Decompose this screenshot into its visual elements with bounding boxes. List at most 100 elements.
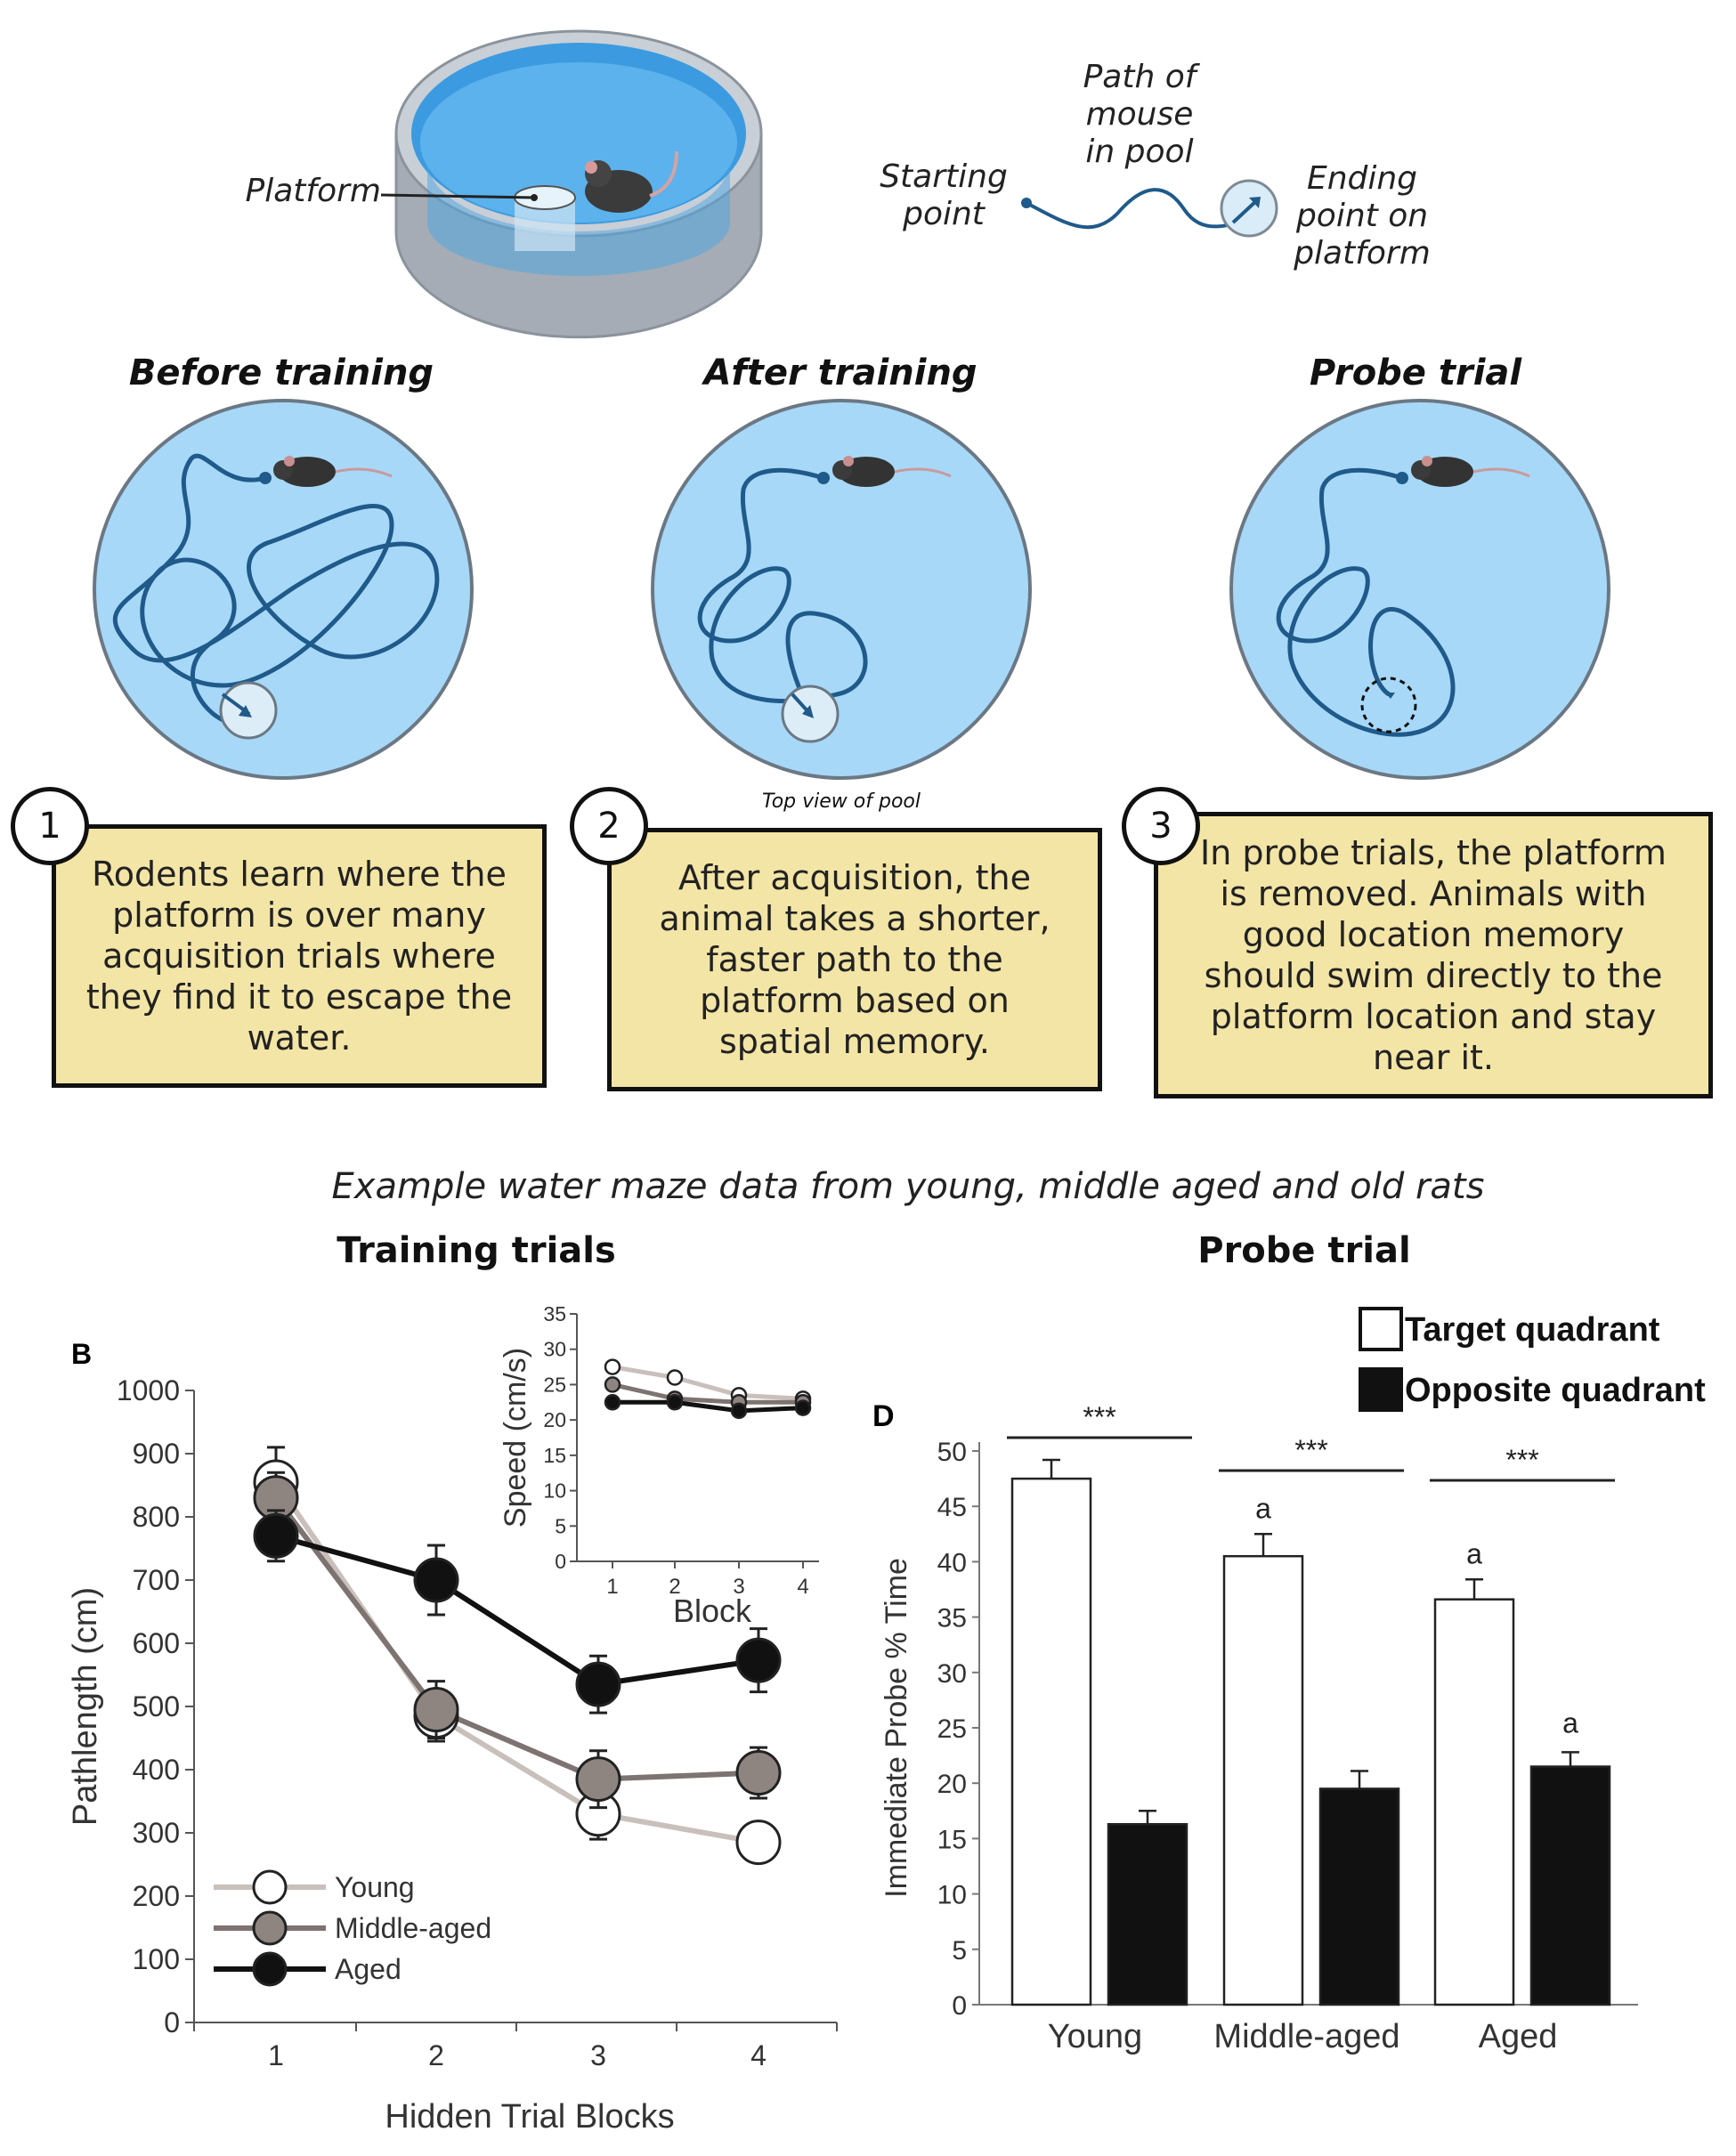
path-legend-diagram (1021, 179, 1278, 238)
data-point (735, 1637, 782, 1683)
start-label-line: point (903, 196, 985, 232)
inset-y-tick-label: 25 (543, 1373, 566, 1396)
y-tick-label: 10 (937, 1881, 967, 1910)
y-tick-label: 1000 (117, 1374, 180, 1406)
significance-label: *** (1294, 1434, 1327, 1466)
inset-y-axis-label: Speed (cm/s) (499, 1348, 532, 1528)
start-label-line: Starting (880, 158, 1008, 195)
path-label-line: Path of (1083, 59, 1197, 95)
x-tick-label: 3 (590, 2039, 606, 2071)
inset-series-line (612, 1365, 804, 1401)
annotation-a: a (1562, 1706, 1578, 1739)
platform-leader-line (380, 193, 535, 199)
legend-swatch (1359, 1307, 1403, 1351)
significance-label: *** (1083, 1401, 1115, 1433)
path-label-line: mouse (1085, 96, 1194, 133)
y-tick-label: 500 (133, 1690, 180, 1722)
legend-label: Young (335, 1871, 415, 1903)
legend-marker (252, 1910, 288, 1946)
series-line-aged (275, 1533, 759, 1688)
bar-opposite (1529, 1765, 1611, 2006)
y-tick-label: 900 (133, 1438, 180, 1470)
series-line-young (273, 1480, 759, 1845)
significance-label: *** (1505, 1444, 1538, 1476)
inset-y-tick-label: 15 (543, 1444, 566, 1467)
inset-data-point (730, 1402, 748, 1420)
end-label-line: Ending (1306, 160, 1418, 197)
legend-label: Target quadrant (1405, 1311, 1660, 1349)
inset-series-line (612, 1399, 804, 1414)
panel-title-after: After training (703, 353, 978, 393)
bar-opposite (1318, 1787, 1400, 2006)
y-tick-label: 35 (937, 1604, 967, 1633)
annotation-a: a (1466, 1537, 1482, 1569)
end-label-line: platform (1294, 235, 1431, 272)
category-label: Middle-aged (1213, 2018, 1399, 2055)
legend-marker (252, 1951, 288, 1987)
panel-text-2: After acquisition, the animal takes a sh… (607, 828, 1102, 1091)
pool-after-training (651, 399, 1032, 780)
panel-text-1: Rodents learn where the platform is over… (52, 824, 547, 1088)
y-tick-label: 0 (164, 2006, 180, 2038)
y-tick-label: 15 (937, 1825, 967, 1854)
legend-label: Middle-aged (335, 1912, 491, 1944)
end-label: Ending point on platform (1264, 160, 1460, 272)
inset-series-line (612, 1382, 803, 1405)
legend-swatch (1359, 1367, 1403, 1412)
inset-x-tick-label: 4 (797, 1575, 808, 1599)
legend-label: Aged (335, 1953, 402, 1985)
pool-before-training (93, 399, 474, 780)
x-axis-label: Hidden Trial Blocks (385, 2098, 674, 2136)
y-tick-label: 5 (952, 1936, 967, 1966)
series-line-middle-aged (273, 1495, 759, 1782)
y-tick-label: 400 (133, 1754, 180, 1786)
y-tick-label: 300 (133, 1817, 180, 1849)
panel-title-probe: Probe trial (1309, 353, 1522, 393)
data-point (413, 1557, 459, 1603)
y-tick-label: 30 (937, 1659, 967, 1689)
end-label-line: point on (1295, 198, 1429, 234)
top-view-pools (93, 399, 1610, 780)
inset-x-axis-label: Block (673, 1593, 752, 1629)
bar-opposite (1107, 1822, 1188, 2006)
inset-data-point (604, 1394, 621, 1411)
inset-data-point (666, 1369, 684, 1386)
inset-y-tick-label: 10 (543, 1479, 566, 1503)
y-tick-label: 45 (937, 1493, 967, 1522)
step-number-1: 1 (11, 787, 89, 865)
annotation-a: a (1255, 1492, 1271, 1524)
data-point (575, 1756, 621, 1803)
inset-x-tick-label: 2 (669, 1575, 680, 1599)
inset-y-tick-label: 35 (543, 1302, 566, 1325)
panel-letter: D (872, 1399, 895, 1433)
inset-x-tick-label: 1 (606, 1575, 618, 1599)
data-point (253, 1512, 299, 1559)
inset-data-point (604, 1358, 621, 1375)
panel-text-3: In probe trials, the platform is removed… (1154, 812, 1713, 1098)
bar-target (1433, 1598, 1515, 2006)
pool-3d-illustration (394, 29, 763, 339)
inset-y-tick-label: 5 (555, 1514, 566, 1537)
inset-data-point (666, 1394, 684, 1411)
y-axis-label: Pathlength (cm) (67, 1587, 104, 1826)
y-tick-label: 200 (133, 1880, 180, 1912)
path-label: Path of mouse in pool (1051, 59, 1229, 171)
data-caption: Example water maze data from young, midd… (331, 1166, 1485, 1207)
data-point (735, 1750, 782, 1796)
inset-y-tick-label: 0 (555, 1550, 566, 1573)
y-tick-label: 700 (133, 1564, 180, 1596)
pool-probe-trial (1229, 399, 1610, 780)
path-label-line: in pool (1085, 134, 1194, 170)
bar-target (1222, 1554, 1304, 2006)
data-point (413, 1687, 459, 1733)
top-view-caption: Top view of pool (762, 790, 921, 813)
bar-target (1010, 1477, 1092, 2006)
step-number-2: 2 (570, 787, 648, 865)
x-tick-label: 2 (428, 2039, 444, 2071)
inset-data-point (604, 1376, 621, 1393)
start-label: Starting point (855, 158, 1033, 233)
legend-label: Opposite quadrant (1405, 1372, 1706, 1409)
schematic-top (380, 29, 1278, 339)
bar-chart-probe: D 0 5 10 15 20 25 30 35 40 45 50 Immediate Probe % T… (872, 1307, 1706, 2055)
